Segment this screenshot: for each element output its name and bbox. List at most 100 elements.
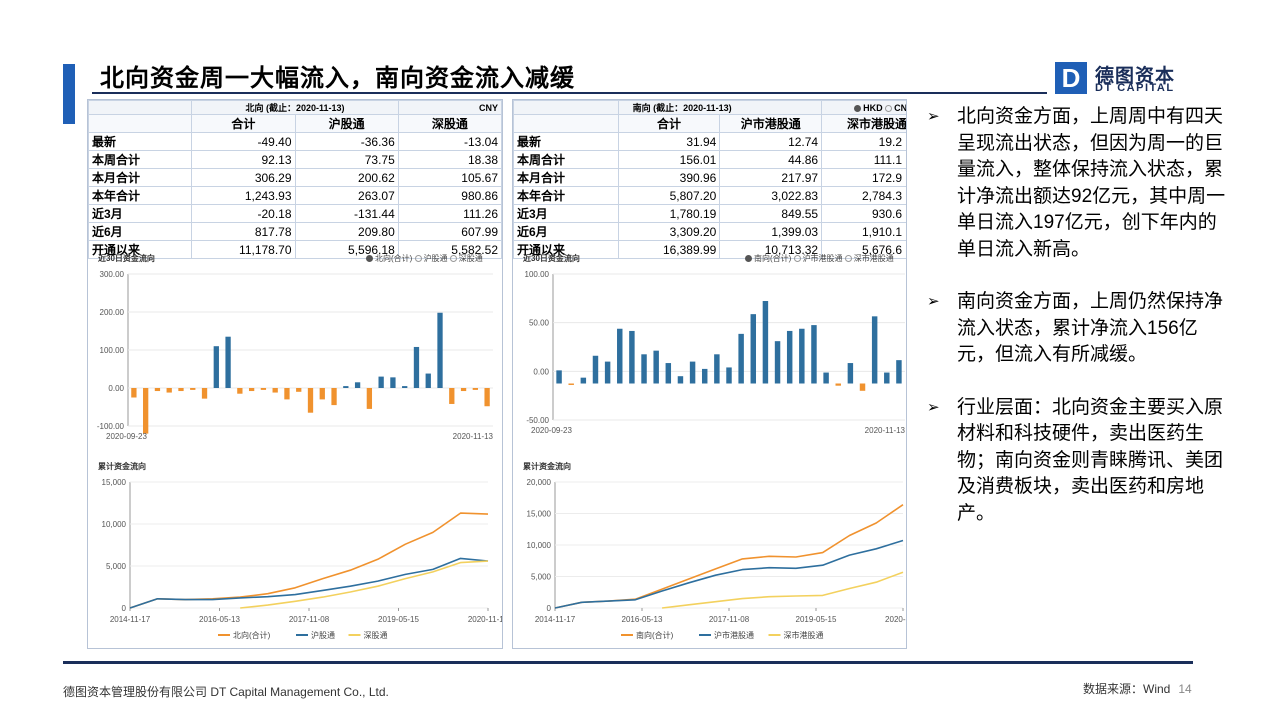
table-cell: 5,582.52: [397, 240, 502, 259]
page-number: 14: [1178, 682, 1192, 696]
bar: [331, 388, 337, 406]
bar: [237, 388, 243, 394]
currency-option[interactable]: HKD: [863, 102, 883, 113]
bar: [484, 388, 490, 407]
table-row: 最新 -49.40 -36.36 -13.04: [88, 132, 502, 151]
column-header: 沪市港股通: [719, 114, 823, 133]
north-bar-title: 近30日资金流向: [98, 254, 155, 263]
bar: [366, 388, 373, 409]
table-cell: 156.01: [617, 150, 721, 169]
x-tick-label: 2017-11-08: [289, 615, 330, 624]
bullet-item: ➢ 行业层面：北向资金主要买入原材料和科技硬件，卖出医药生物；南向资金则青睐腾讯、…: [925, 395, 1235, 528]
bar: [786, 330, 793, 384]
table-cell: 10,713.32: [719, 240, 823, 259]
table-cell: 209.80: [294, 222, 399, 241]
radio-icon[interactable]: [449, 255, 457, 262]
bar: [143, 388, 149, 434]
commentary: ➢ 北向资金方面，上周周中有四天呈现流出状态，但因为周一的巨量流入，整体保持流入状…: [925, 104, 1235, 553]
legend-option[interactable]: 深股通: [458, 254, 483, 263]
table-cell: 217.97: [719, 168, 823, 187]
table-cell: 817.78: [191, 222, 296, 241]
bullet-text: 南向资金方面，上周仍然保持净流入状态，累计净流入156亿元，但流入有所减缓。: [957, 291, 1224, 365]
south-bar-title: 近30日资金流向: [523, 254, 580, 263]
legend-option[interactable]: 南向(合计): [754, 254, 792, 263]
legend-label: 深股通: [364, 630, 388, 640]
north-table-unit: CNY: [397, 100, 502, 115]
legend-label: 沪股通: [311, 630, 335, 640]
bar: [272, 388, 278, 393]
bar: [774, 341, 781, 384]
table-cell: 930.6: [821, 204, 906, 223]
bar: [641, 354, 647, 384]
bar: [260, 388, 267, 390]
bar: [190, 388, 196, 390]
y-tick-label: 15,000: [527, 510, 552, 519]
bar: [319, 388, 325, 400]
y-tick-label: 0: [547, 604, 552, 613]
y-tick-label: 20,000: [527, 478, 552, 487]
bullet-item: ➢ 南向资金方面，上周仍然保持净流入状态，累计净流入156亿元，但流入有所减缓。: [925, 289, 1235, 369]
table-row: 开通以来 11,178.70 5,596.18 5,582.52: [88, 240, 502, 259]
table-cell: -20.18: [191, 204, 296, 223]
arrow-bullet-icon: ➢: [927, 108, 940, 125]
radio-icon[interactable]: [793, 255, 801, 262]
radio-selected-icon[interactable]: [366, 255, 373, 262]
x-tick-label: 2014-11-17: [535, 615, 576, 624]
series-line: [554, 539, 904, 609]
bar: [799, 328, 805, 384]
table-cell: 200.62: [294, 168, 399, 187]
table-row: 近6月 3,309.20 1,399.03 1,910.1: [513, 222, 906, 241]
bar: [556, 370, 562, 384]
row-label: 本周合计: [88, 150, 193, 169]
bar: [248, 388, 255, 392]
logo-en-text: DT CAPITAL: [1095, 82, 1175, 94]
table-cell: 105.67: [397, 168, 502, 187]
x-tick-label: 2016-05-13: [199, 615, 240, 624]
bar: [896, 360, 902, 384]
table-cell: 5,596.18: [294, 240, 399, 259]
north-table: 北向 (截止：2020-11-13) CNY 合计 沪股通 深股通 最新 -49.…: [88, 100, 502, 259]
radio-selected-icon[interactable]: [854, 104, 862, 112]
north-line-chart: 15,000 10,000 5,000 0 2014-11-17 2016-05-13 20…: [102, 478, 502, 640]
x-tick-label: 2020-09-23: [106, 432, 147, 441]
column-header: 沪股通: [294, 114, 399, 133]
table-cell: 12.74: [719, 132, 823, 151]
table-cell: 849.55: [719, 204, 823, 223]
x-tick-label: 2020-11-13: [865, 426, 906, 435]
series-line: [662, 571, 904, 609]
legend-option[interactable]: 沪市港股通: [802, 254, 843, 263]
legend-label: 南向(合计): [636, 630, 674, 640]
table-cell: 19.2: [821, 132, 906, 151]
north-panel: 北向 (截止：2020-11-13) CNY 合计 沪股通 深股通 最新 -49.…: [87, 99, 503, 649]
currency-option[interactable]: CNY: [894, 102, 907, 113]
column-header: 深市港股通: [821, 114, 906, 133]
bar: [166, 388, 172, 393]
legend-option[interactable]: 北向(合计): [375, 254, 413, 263]
series-line: [240, 560, 489, 609]
y-tick-label: 50.00: [529, 319, 550, 328]
table-cell: 5,807.20: [617, 186, 721, 205]
currency-toggle: HKD CNY: [821, 100, 907, 115]
title-underline: [92, 92, 1047, 94]
column-header: 合计: [617, 114, 721, 133]
x-tick-label: 2020-09-23: [531, 426, 572, 435]
table-cell: 73.75: [294, 150, 399, 169]
row-label: 最新: [513, 132, 619, 151]
bar: [131, 388, 137, 398]
logo-mark: D: [1055, 62, 1087, 94]
radio-icon[interactable]: [414, 255, 422, 262]
bar: [689, 361, 696, 384]
column-header: 深股通: [397, 114, 502, 133]
radio-selected-icon[interactable]: [745, 255, 752, 262]
radio-icon[interactable]: [885, 104, 893, 112]
table-cell: -36.36: [294, 132, 399, 151]
radio-icon[interactable]: [844, 255, 852, 262]
legend-option[interactable]: 沪股通: [423, 254, 448, 263]
table-row: 本年合计 1,243.93 263.07 980.86: [88, 186, 502, 205]
bar: [402, 386, 408, 388]
south-table-caption: 南向 (截止：2020-11-13): [617, 100, 823, 115]
y-tick-label: 0: [122, 604, 127, 613]
legend-option[interactable]: 深市港股通: [853, 254, 894, 263]
row-label: 最新: [88, 132, 193, 151]
table-row: 最新 31.94 12.74 19.2: [513, 132, 906, 151]
